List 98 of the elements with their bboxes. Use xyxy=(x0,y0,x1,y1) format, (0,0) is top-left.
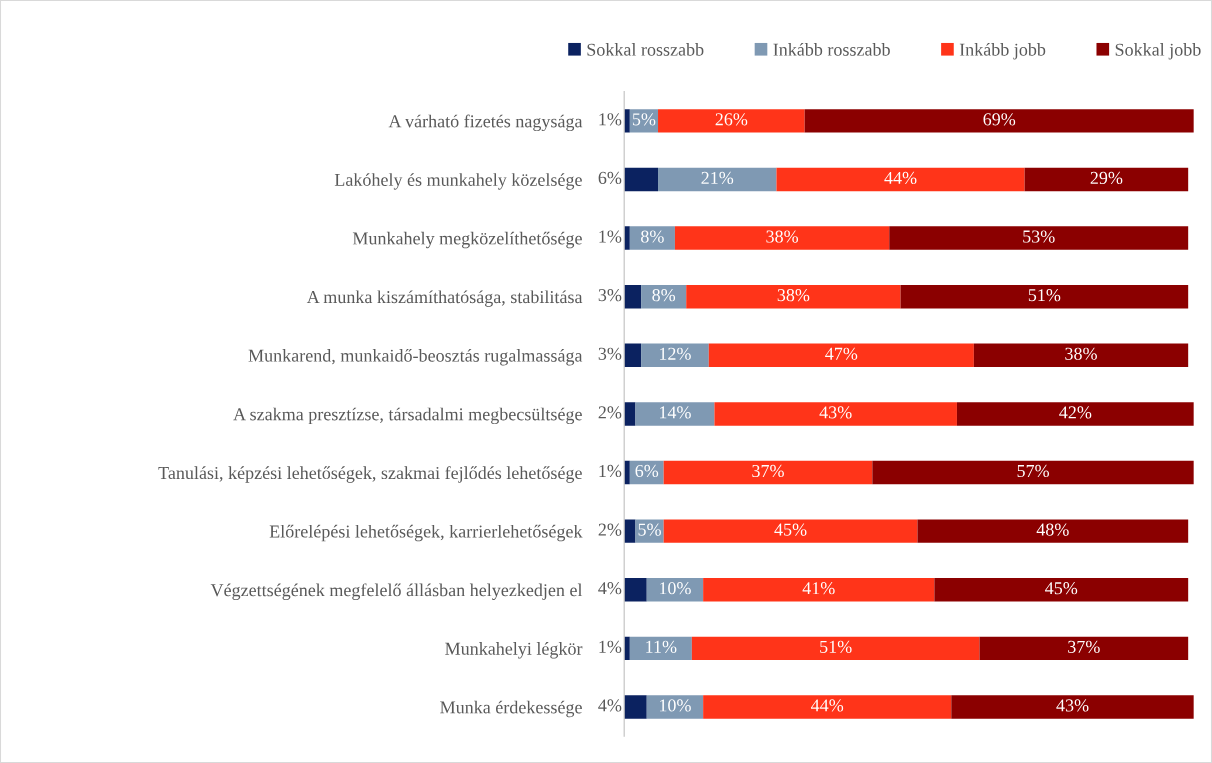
bar xyxy=(641,343,709,368)
data-label: 45% xyxy=(1045,582,1078,595)
data-label: 44% xyxy=(884,171,917,185)
data-label: 37% xyxy=(1068,640,1100,653)
data-label: 5% xyxy=(638,523,661,536)
data-label: 43% xyxy=(1056,699,1089,712)
data-label: 26% xyxy=(715,113,748,126)
data-label: 69% xyxy=(983,113,1016,126)
data-label: 48% xyxy=(1036,523,1069,536)
bar xyxy=(624,402,636,426)
legend-label: Inkább rosszabb xyxy=(773,43,890,56)
data-label: 57% xyxy=(1017,464,1050,478)
data-label: 8% xyxy=(641,230,664,243)
bar xyxy=(658,109,805,133)
data-label: 1% xyxy=(599,230,622,243)
data-label: 6% xyxy=(598,171,622,185)
data-label: 1% xyxy=(599,640,622,653)
legend-label: Sokkal rosszabb xyxy=(587,43,704,56)
y-tick-label: A munka kiszámíthatósága, stabilitása xyxy=(306,290,583,307)
bar xyxy=(624,343,642,368)
bar xyxy=(703,578,935,602)
data-label: 43% xyxy=(819,406,852,419)
bar xyxy=(658,167,777,192)
y-tick-label: A szakma presztízse, társadalmi megbecsültsége xyxy=(233,407,582,425)
data-label: 47% xyxy=(825,347,858,360)
data-label: 45% xyxy=(774,523,807,536)
data-label: 1% xyxy=(599,113,622,126)
data-label: 38% xyxy=(1065,347,1097,360)
bar xyxy=(624,284,642,309)
bar xyxy=(629,109,659,133)
y-tick-label: A várható fizetés nagysága xyxy=(388,114,583,132)
bar xyxy=(624,109,630,133)
bar xyxy=(686,284,901,309)
bar xyxy=(635,402,715,426)
bar xyxy=(934,578,1189,602)
data-label: 14% xyxy=(659,406,691,419)
bar xyxy=(624,167,659,192)
data-label: 1% xyxy=(599,464,622,478)
bar xyxy=(663,460,873,485)
legend-label: Inkább jobb xyxy=(959,43,1046,60)
bar xyxy=(951,695,1194,719)
data-label: 2% xyxy=(598,406,622,419)
bar xyxy=(804,109,1194,133)
bar xyxy=(714,402,957,426)
bar xyxy=(635,519,664,543)
bar xyxy=(663,519,918,543)
bar xyxy=(872,460,1194,485)
data-label: 8% xyxy=(652,289,676,302)
bar xyxy=(624,578,647,602)
data-label: 11% xyxy=(646,640,677,653)
bar xyxy=(889,226,1189,250)
bar xyxy=(917,519,1189,543)
data-label: 10% xyxy=(659,582,691,595)
data-label: 41% xyxy=(802,582,835,595)
y-tick-label: Munkahelyi légkör xyxy=(445,642,583,659)
y-tick-label: Előrelépési lehetőségek, karrierlehetőségek xyxy=(269,524,583,542)
bar xyxy=(624,226,630,250)
data-label: 6% xyxy=(635,464,659,478)
data-label: 3% xyxy=(598,289,622,302)
bar xyxy=(900,284,1189,309)
bar xyxy=(776,167,1025,192)
bar xyxy=(624,519,636,543)
data-label: 53% xyxy=(1023,230,1055,243)
y-tick-label: Munkahely megközelíthetősége xyxy=(352,231,582,249)
y-tick-label: Tanulási, képzési lehetőségek, szakmai fejlődés lehetősége xyxy=(158,466,582,483)
bar xyxy=(1024,167,1189,192)
bar xyxy=(629,226,675,250)
bar xyxy=(629,636,692,661)
data-label: 12% xyxy=(659,347,691,360)
bar xyxy=(646,695,704,719)
data-label: 38% xyxy=(777,289,810,302)
data-label: 51% xyxy=(820,640,852,653)
data-label: 51% xyxy=(1028,289,1061,302)
bar xyxy=(624,695,647,719)
data-label: 38% xyxy=(766,230,799,243)
data-label: 4% xyxy=(598,699,622,712)
y-tick-label: Lakóhely és munkahely közelsége xyxy=(334,173,582,190)
data-label: 2% xyxy=(598,523,622,536)
data-label: 44% xyxy=(811,699,844,712)
data-label: 5% xyxy=(632,113,656,126)
bar xyxy=(979,636,1189,661)
data-label: 3% xyxy=(598,347,622,360)
bar xyxy=(973,343,1189,368)
data-label: 10% xyxy=(659,699,691,712)
data-label: 37% xyxy=(752,464,784,478)
data-label: 4% xyxy=(598,582,622,595)
bar xyxy=(708,343,974,368)
bar xyxy=(956,402,1194,426)
bar xyxy=(691,636,980,661)
bar xyxy=(703,695,952,719)
legend-label: Sokkal jobb xyxy=(1115,43,1201,60)
data-label: 21% xyxy=(701,171,734,185)
y-tick-label: Munka érdekessége xyxy=(440,700,582,718)
data-label: 42% xyxy=(1059,406,1092,419)
y-tick-label: Végzettségének megfelelő állásban helyezkedjen el xyxy=(210,583,583,601)
data-label: 29% xyxy=(1090,171,1123,185)
y-tick-label: Munkarend, munkaidő-beosztás rugalmassága xyxy=(248,349,583,366)
bar xyxy=(674,226,890,250)
